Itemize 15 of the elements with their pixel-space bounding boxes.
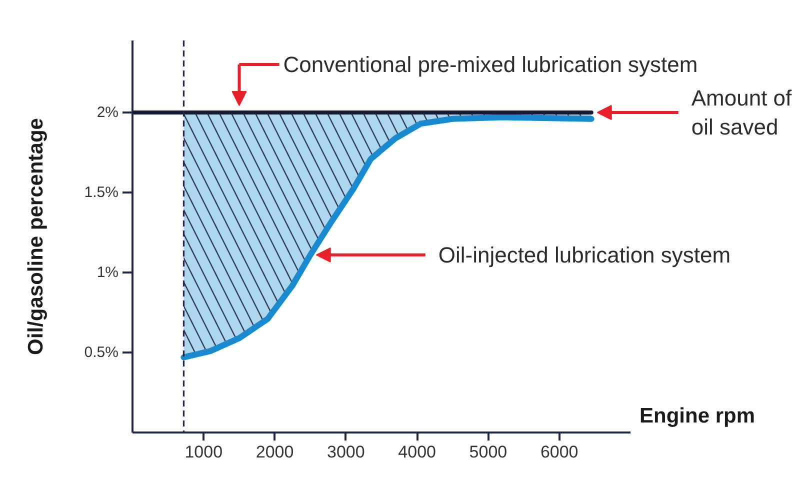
annotation: Amount of oil saved	[691, 86, 793, 140]
x-tick-label: 2000	[256, 442, 294, 462]
y-axis-title: Oil/gasoline percentage	[24, 118, 48, 355]
x-tick-label: 3000	[327, 442, 365, 462]
x-axis-title: Engine rpm	[640, 404, 756, 428]
x-tick-label: 6000	[540, 442, 578, 462]
x-tick-label: 4000	[398, 442, 436, 462]
x-tick-label: 1000	[184, 442, 223, 462]
y-tick-label: 2%	[96, 104, 119, 121]
x-tick-label: 5000	[469, 442, 508, 462]
y-tick-label: 1.5%	[84, 184, 119, 201]
y-tick-label: 1%	[96, 264, 119, 281]
annotation: Oil-injected lubrication system	[438, 242, 731, 268]
y-tick-label: 0.5%	[84, 344, 119, 361]
annotation: Conventional pre-mixed lubrication system	[283, 52, 698, 77]
